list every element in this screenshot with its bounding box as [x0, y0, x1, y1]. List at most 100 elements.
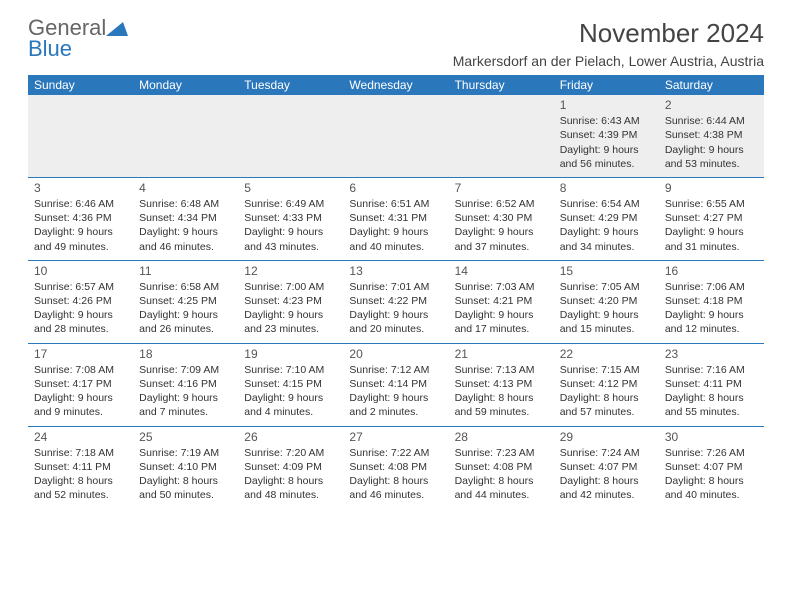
- calendar-cell: 20Sunrise: 7:12 AMSunset: 4:14 PMDayligh…: [343, 343, 448, 426]
- sunset-text: Sunset: 4:14 PM: [349, 378, 427, 390]
- sunrise-text: Sunrise: 7:00 AM: [244, 281, 324, 293]
- daylight-text: Daylight: 9 hours: [665, 226, 744, 238]
- sunset-text: Sunset: 4:07 PM: [560, 461, 638, 473]
- calendar-cell: 23Sunrise: 7:16 AMSunset: 4:11 PMDayligh…: [659, 343, 764, 426]
- calendar-cell: 19Sunrise: 7:10 AMSunset: 4:15 PMDayligh…: [238, 343, 343, 426]
- calendar-cell: 15Sunrise: 7:05 AMSunset: 4:20 PMDayligh…: [554, 260, 659, 343]
- calendar-cell: 21Sunrise: 7:13 AMSunset: 4:13 PMDayligh…: [449, 343, 554, 426]
- day-number: 25: [139, 429, 232, 445]
- daylight-text: Daylight: 9 hours: [455, 309, 534, 321]
- daylight-text: and 56 minutes.: [560, 158, 635, 170]
- daylight-text: Daylight: 9 hours: [244, 226, 323, 238]
- daylight-text: and 49 minutes.: [34, 241, 109, 253]
- day-number: 15: [560, 263, 653, 279]
- calendar-cell: 17Sunrise: 7:08 AMSunset: 4:17 PMDayligh…: [28, 343, 133, 426]
- daylight-text: Daylight: 8 hours: [560, 475, 639, 487]
- day-number: 21: [455, 346, 548, 362]
- sunrise-text: Sunrise: 7:26 AM: [665, 447, 745, 459]
- calendar-cell: 25Sunrise: 7:19 AMSunset: 4:10 PMDayligh…: [133, 426, 238, 508]
- calendar-cell: 3Sunrise: 6:46 AMSunset: 4:36 PMDaylight…: [28, 177, 133, 260]
- day-number: 16: [665, 263, 758, 279]
- daylight-text: and 46 minutes.: [139, 241, 214, 253]
- daylight-text: and 48 minutes.: [244, 489, 319, 501]
- daylight-text: and 40 minutes.: [665, 489, 740, 501]
- calendar-cell: 1Sunrise: 6:43 AMSunset: 4:39 PMDaylight…: [554, 95, 659, 177]
- day-number: 7: [455, 180, 548, 196]
- day-number: 4: [139, 180, 232, 196]
- calendar-cell: 28Sunrise: 7:23 AMSunset: 4:08 PMDayligh…: [449, 426, 554, 508]
- daylight-text: Daylight: 8 hours: [665, 392, 744, 404]
- calendar-cell: 8Sunrise: 6:54 AMSunset: 4:29 PMDaylight…: [554, 177, 659, 260]
- sunrise-text: Sunrise: 7:19 AM: [139, 447, 219, 459]
- sunset-text: Sunset: 4:15 PM: [244, 378, 322, 390]
- daylight-text: and 28 minutes.: [34, 323, 109, 335]
- daylight-text: Daylight: 8 hours: [560, 392, 639, 404]
- daylight-text: and 23 minutes.: [244, 323, 319, 335]
- sunrise-text: Sunrise: 7:18 AM: [34, 447, 114, 459]
- sunrise-text: Sunrise: 6:49 AM: [244, 198, 324, 210]
- day-number: 22: [560, 346, 653, 362]
- calendar-cell: 5Sunrise: 6:49 AMSunset: 4:33 PMDaylight…: [238, 177, 343, 260]
- calendar-cell: [133, 95, 238, 177]
- calendar-cell: 18Sunrise: 7:09 AMSunset: 4:16 PMDayligh…: [133, 343, 238, 426]
- sunrise-text: Sunrise: 7:05 AM: [560, 281, 640, 293]
- calendar-cell: 29Sunrise: 7:24 AMSunset: 4:07 PMDayligh…: [554, 426, 659, 508]
- triangle-icon: [106, 19, 128, 39]
- sunset-text: Sunset: 4:17 PM: [34, 378, 112, 390]
- daylight-text: and 26 minutes.: [139, 323, 214, 335]
- calendar-cell: 7Sunrise: 6:52 AMSunset: 4:30 PMDaylight…: [449, 177, 554, 260]
- daylight-text: Daylight: 9 hours: [560, 144, 639, 156]
- calendar-week-row: 24Sunrise: 7:18 AMSunset: 4:11 PMDayligh…: [28, 426, 764, 508]
- day-number: 20: [349, 346, 442, 362]
- sunrise-text: Sunrise: 7:01 AM: [349, 281, 429, 293]
- daylight-text: and 53 minutes.: [665, 158, 740, 170]
- calendar-cell: 4Sunrise: 6:48 AMSunset: 4:34 PMDaylight…: [133, 177, 238, 260]
- title-block: November 2024 Markersdorf an der Pielach…: [453, 18, 764, 69]
- sunrise-text: Sunrise: 7:22 AM: [349, 447, 429, 459]
- daylight-text: and 37 minutes.: [455, 241, 530, 253]
- sunset-text: Sunset: 4:25 PM: [139, 295, 217, 307]
- calendar-cell: 10Sunrise: 6:57 AMSunset: 4:26 PMDayligh…: [28, 260, 133, 343]
- daylight-text: Daylight: 9 hours: [349, 392, 428, 404]
- daylight-text: Daylight: 8 hours: [455, 392, 534, 404]
- sunrise-text: Sunrise: 6:48 AM: [139, 198, 219, 210]
- daylight-text: Daylight: 8 hours: [139, 475, 218, 487]
- sunset-text: Sunset: 4:21 PM: [455, 295, 533, 307]
- daylight-text: Daylight: 9 hours: [665, 144, 744, 156]
- daylight-text: Daylight: 9 hours: [139, 392, 218, 404]
- daylight-text: and 17 minutes.: [455, 323, 530, 335]
- daylight-text: Daylight: 8 hours: [665, 475, 744, 487]
- calendar-cell: 13Sunrise: 7:01 AMSunset: 4:22 PMDayligh…: [343, 260, 448, 343]
- day-number: 3: [34, 180, 127, 196]
- day-number: 1: [560, 97, 653, 113]
- calendar-cell: 22Sunrise: 7:15 AMSunset: 4:12 PMDayligh…: [554, 343, 659, 426]
- day-number: 23: [665, 346, 758, 362]
- day-number: 19: [244, 346, 337, 362]
- sunset-text: Sunset: 4:08 PM: [349, 461, 427, 473]
- sunrise-text: Sunrise: 6:44 AM: [665, 115, 745, 127]
- daylight-text: Daylight: 8 hours: [455, 475, 534, 487]
- sunrise-text: Sunrise: 6:54 AM: [560, 198, 640, 210]
- daylight-text: and 42 minutes.: [560, 489, 635, 501]
- sunrise-text: Sunrise: 6:52 AM: [455, 198, 535, 210]
- sunrise-text: Sunrise: 7:03 AM: [455, 281, 535, 293]
- daylight-text: and 57 minutes.: [560, 406, 635, 418]
- day-number: 2: [665, 97, 758, 113]
- daylight-text: Daylight: 8 hours: [34, 475, 113, 487]
- daylight-text: and 55 minutes.: [665, 406, 740, 418]
- daylight-text: and 43 minutes.: [244, 241, 319, 253]
- sunrise-text: Sunrise: 7:15 AM: [560, 364, 640, 376]
- sunset-text: Sunset: 4:07 PM: [665, 461, 743, 473]
- sunrise-text: Sunrise: 7:13 AM: [455, 364, 535, 376]
- sunrise-text: Sunrise: 7:06 AM: [665, 281, 745, 293]
- sunset-text: Sunset: 4:34 PM: [139, 212, 217, 224]
- day-number: 12: [244, 263, 337, 279]
- daylight-text: Daylight: 9 hours: [560, 309, 639, 321]
- day-header: Sunday: [28, 75, 133, 95]
- day-header: Saturday: [659, 75, 764, 95]
- sunset-text: Sunset: 4:27 PM: [665, 212, 743, 224]
- sunset-text: Sunset: 4:29 PM: [560, 212, 638, 224]
- daylight-text: and 46 minutes.: [349, 489, 424, 501]
- day-number: 10: [34, 263, 127, 279]
- sunset-text: Sunset: 4:23 PM: [244, 295, 322, 307]
